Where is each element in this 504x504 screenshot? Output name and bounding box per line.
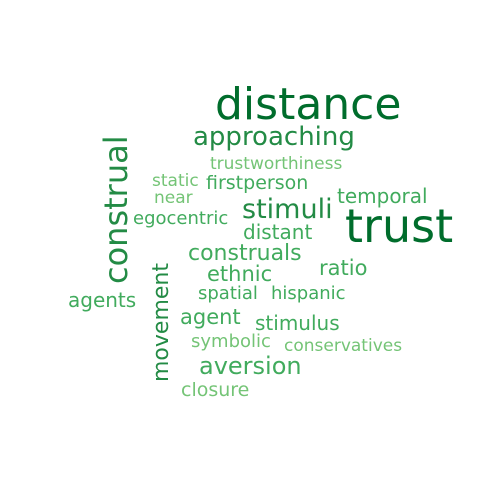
word-construal: construal (97, 135, 135, 284)
word-ratio: ratio (319, 256, 368, 280)
word-temporal: temporal (337, 184, 428, 208)
word-construals: construals (188, 241, 302, 266)
word-firstperson: firstperson (206, 172, 309, 194)
word-distance: distance (215, 79, 402, 130)
word-approaching: approaching (193, 122, 355, 152)
word-symbolic: symbolic (191, 331, 271, 352)
word-near: near (154, 188, 193, 208)
word-hispanic: hispanic (271, 283, 346, 304)
word-ethnic: ethnic (207, 262, 273, 286)
word-agent: agent (180, 305, 241, 329)
word-static: static (152, 171, 199, 191)
word-aversion: aversion (199, 352, 302, 380)
word-closure: closure (181, 379, 250, 401)
word-distant: distant (243, 220, 313, 244)
word-egocentric: egocentric (133, 208, 229, 229)
word-trust: trust (345, 199, 454, 253)
word-conservatives: conservatives (284, 336, 403, 356)
word-movement: movement (149, 263, 174, 382)
word-spatial: spatial (198, 283, 258, 304)
word-stimulus: stimulus (255, 311, 340, 335)
word-stimuli: stimuli (242, 194, 333, 225)
word-trustworthiness: trustworthiness (210, 154, 343, 174)
word-agents: agents (68, 288, 137, 312)
